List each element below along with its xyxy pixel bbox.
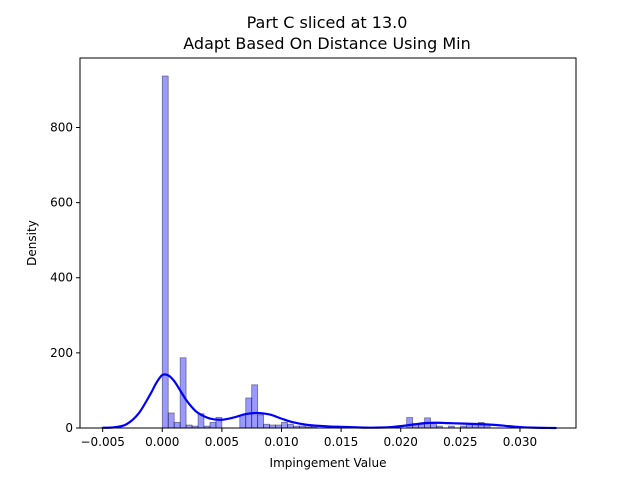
histogram-bar <box>281 421 288 429</box>
y-axis-ticks: 0 200 400 600 800 <box>50 120 80 435</box>
y-tick-label: 800 <box>50 120 73 134</box>
x-tick-label: −0.005 <box>80 435 124 449</box>
histogram-bars <box>161 75 491 429</box>
y-axis-label: Density <box>25 220 39 266</box>
x-tick-label: 0.020 <box>384 435 418 449</box>
histogram-bar <box>173 421 181 429</box>
plot-frame <box>79 57 577 429</box>
histogram-bar <box>418 423 425 429</box>
histogram-bar <box>239 414 247 429</box>
y-tick-label: 200 <box>50 346 73 360</box>
y-tick-label: 400 <box>50 271 73 285</box>
histogram-bar <box>257 414 265 429</box>
x-tick-label: 0.030 <box>503 435 537 449</box>
y-tick-label: 0 <box>65 421 73 435</box>
histogram-bar <box>209 421 217 429</box>
chart-subtitle: Adapt Based On Distance Using Min <box>183 34 470 53</box>
x-tick-label: 0.000 <box>145 435 179 449</box>
kde-layer <box>101 373 557 430</box>
chart-title: Part C sliced at 13.0 <box>247 13 408 32</box>
kde-curve <box>101 373 557 430</box>
x-tick-label: 0.015 <box>324 435 358 449</box>
histogram-bar <box>406 417 414 429</box>
histogram-bar <box>263 423 270 429</box>
histogram-bar <box>287 423 294 429</box>
x-axis-ticks: −0.005 0.000 0.005 0.010 0.015 0.020 0.025 0.03… <box>80 428 537 449</box>
x-tick-label: 0.005 <box>205 435 239 449</box>
y-tick-label: 600 <box>50 196 73 210</box>
histogram-bar <box>167 412 175 429</box>
x-axis-label: Impingement Value <box>270 456 387 470</box>
x-tick-label: 0.010 <box>264 435 298 449</box>
histogram-bar <box>251 384 259 429</box>
x-tick-label: 0.025 <box>443 435 477 449</box>
